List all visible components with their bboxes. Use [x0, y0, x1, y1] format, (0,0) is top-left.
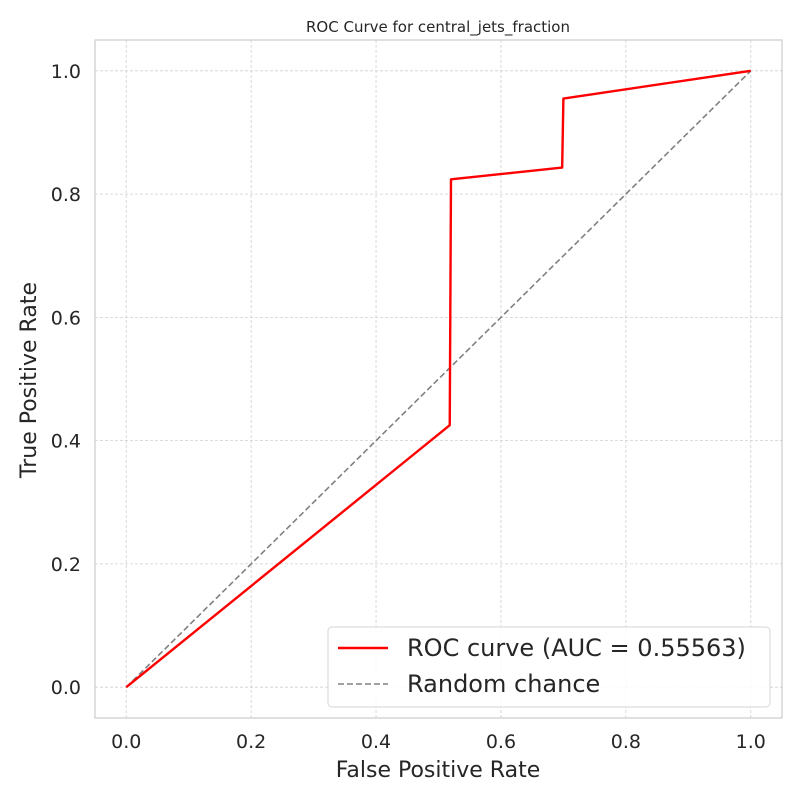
y-ticks: 0.0 0.2 0.4 0.6 0.8 1.0 [51, 61, 81, 699]
y-tick-label: 0.4 [51, 431, 81, 453]
grid [95, 40, 782, 718]
legend-entry-label: ROC curve (AUC = 0.55563) [407, 634, 746, 662]
legend-box [327, 626, 771, 708]
y-tick-label: 0.0 [51, 677, 81, 699]
x-axis-label: False Positive Rate [336, 758, 540, 783]
random-chance-line [125, 70, 752, 688]
x-tick-label: 0.0 [111, 731, 141, 753]
legend-entry-label: Random chance [407, 670, 600, 698]
y-tick-label: 0.6 [51, 307, 81, 329]
x-tick-label: 0.6 [486, 731, 516, 753]
series-layer [125, 69, 752, 689]
legend: ROC curve (AUC = 0.55563) Random chance [327, 626, 771, 708]
y-axis-label: True Positive Rate [17, 282, 42, 479]
x-tick-label: 0.4 [361, 731, 391, 753]
x-tick-label: 1.0 [736, 731, 766, 753]
roc-curve-line [125, 69, 751, 689]
y-tick-label: 0.2 [51, 554, 81, 576]
chart-title: ROC Curve for central_jets_fraction [306, 18, 570, 37]
y-tick-label: 0.8 [51, 184, 81, 206]
x-ticks: 0.0 0.2 0.4 0.6 0.8 1.0 [111, 731, 766, 753]
x-tick-label: 0.2 [236, 731, 266, 753]
x-tick-label: 0.8 [611, 731, 641, 753]
y-tick-label: 1.0 [51, 61, 81, 83]
plot-frame [94, 39, 783, 719]
